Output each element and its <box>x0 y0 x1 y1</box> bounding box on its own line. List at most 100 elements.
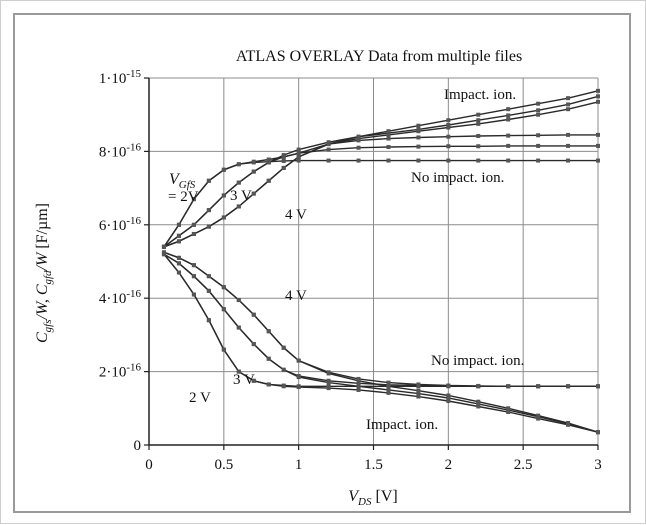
series-7-point-14 <box>446 396 451 401</box>
series-2-point-15 <box>476 121 481 126</box>
series-5-point-18 <box>566 132 571 137</box>
series-6-point-13 <box>416 394 421 399</box>
x-axis-label: VDS [V] <box>348 488 397 508</box>
series-9-point-11 <box>356 384 361 389</box>
series-2-point-19 <box>596 99 600 104</box>
series-7-point-12 <box>386 387 391 392</box>
series-10-point-3 <box>206 288 211 293</box>
series-4-point-11 <box>356 145 361 150</box>
chart-title: ATLAS OVERLAY Data from multiple files <box>236 48 522 65</box>
grid-layer <box>149 77 599 445</box>
series-2-point-18 <box>566 107 571 112</box>
chart-panel <box>13 13 631 513</box>
series-11-point-7 <box>266 329 271 334</box>
series-4-point-5 <box>236 180 241 185</box>
x-tick-label-4: 2 <box>445 457 453 473</box>
annotation-upper-3v: 3 V <box>230 188 252 204</box>
series-11-point-12 <box>386 380 391 385</box>
series-11-point-5 <box>236 298 241 303</box>
series-line-9 <box>163 253 598 387</box>
series-8-point-14 <box>446 393 451 398</box>
series-line-5 <box>163 134 598 248</box>
series-3-point-5 <box>236 162 241 167</box>
series-4-point-18 <box>566 143 571 148</box>
annotation-lower-3v: 3 V <box>233 372 255 388</box>
series-3-point-13 <box>416 158 421 163</box>
series-1-point-14 <box>446 122 451 127</box>
series-10-point-12 <box>386 382 391 387</box>
series-5-point-9 <box>296 154 301 159</box>
annotation-no-impact-lower: No impact. ion. <box>431 353 524 369</box>
series-6-point-12 <box>386 390 391 395</box>
series-1-point-19 <box>596 94 600 99</box>
series-10-point-1 <box>176 261 181 266</box>
series-11-point-3 <box>206 274 211 279</box>
series-11-point-15 <box>476 383 481 388</box>
series-6-point-11 <box>356 387 361 392</box>
series-5-point-10 <box>326 142 331 147</box>
annotation-no-impact-upper: No impact. ion. <box>411 170 504 186</box>
series-9-point-9 <box>296 384 301 389</box>
series-7-point-13 <box>416 391 421 396</box>
series-11-point-9 <box>296 358 301 363</box>
series-5-point-12 <box>386 136 391 141</box>
series-2-point-17 <box>536 112 541 117</box>
series-9-point-1 <box>176 270 181 275</box>
y-axis-label: Cgfs/W, Cgfd/W [F/µm] <box>34 203 54 343</box>
series-4-point-4 <box>221 193 226 198</box>
series-8-point-19 <box>596 430 600 435</box>
series-10-point-11 <box>356 381 361 386</box>
series-3-point-9 <box>296 158 301 163</box>
series-1-point-18 <box>566 102 571 107</box>
annotation-impact-lower: Impact. ion. <box>366 417 438 433</box>
series-8-point-13 <box>416 388 421 393</box>
series-11-point-2 <box>191 263 196 268</box>
series-5-point-16 <box>506 133 511 138</box>
series-5-point-14 <box>446 134 451 139</box>
series-9-point-4 <box>221 347 226 352</box>
series-9-point-10 <box>326 384 331 389</box>
series-3-point-1 <box>176 222 181 227</box>
series-10-point-9 <box>296 374 301 379</box>
x-tick-label-3: 1.5 <box>364 457 383 473</box>
series-8-point-15 <box>476 399 481 404</box>
series-7-point-15 <box>476 401 481 406</box>
series-4-point-6 <box>251 169 256 174</box>
series-2-point-13 <box>416 129 421 134</box>
series-11-point-13 <box>416 382 421 387</box>
series-5-point-11 <box>356 138 361 143</box>
series-9-point-7 <box>266 382 271 387</box>
series-10-point-10 <box>326 378 331 383</box>
series-3-point-16 <box>506 158 511 163</box>
series-line-11 <box>163 251 598 387</box>
series-11-point-18 <box>566 384 571 389</box>
series-1-point-16 <box>506 113 511 118</box>
series-5-point-6 <box>251 191 256 196</box>
text-layer: ATLAS OVERLAY Data from multiple files C… <box>34 48 524 508</box>
series-5-point-3 <box>206 224 211 229</box>
y-tick-label-1: 2·10-16 <box>99 362 142 381</box>
series-6-point-14 <box>446 398 451 403</box>
series-3-point-4 <box>221 167 226 172</box>
series-9-point-6 <box>251 378 256 383</box>
series-5-point-1 <box>176 239 181 244</box>
series-3-point-12 <box>386 158 391 163</box>
series-10-point-8 <box>281 367 286 372</box>
series-8-point-18 <box>566 420 571 425</box>
series-0-point-13 <box>416 123 421 128</box>
x-tick-label-5: 2.5 <box>514 457 533 473</box>
series-5-point-7 <box>266 178 271 183</box>
series-11-point-14 <box>446 383 451 388</box>
series-9-point-8 <box>281 383 286 388</box>
vgfs-symbol-label: VGfS <box>169 171 196 191</box>
series-10-point-4 <box>221 307 226 312</box>
series-0-point-15 <box>476 112 481 117</box>
series-3-point-11 <box>356 158 361 163</box>
series-8-point-17 <box>536 413 541 418</box>
curve-layer <box>161 88 600 435</box>
series-0-point-16 <box>506 107 511 112</box>
series-3-point-15 <box>476 158 481 163</box>
series-3-point-2 <box>191 197 196 202</box>
